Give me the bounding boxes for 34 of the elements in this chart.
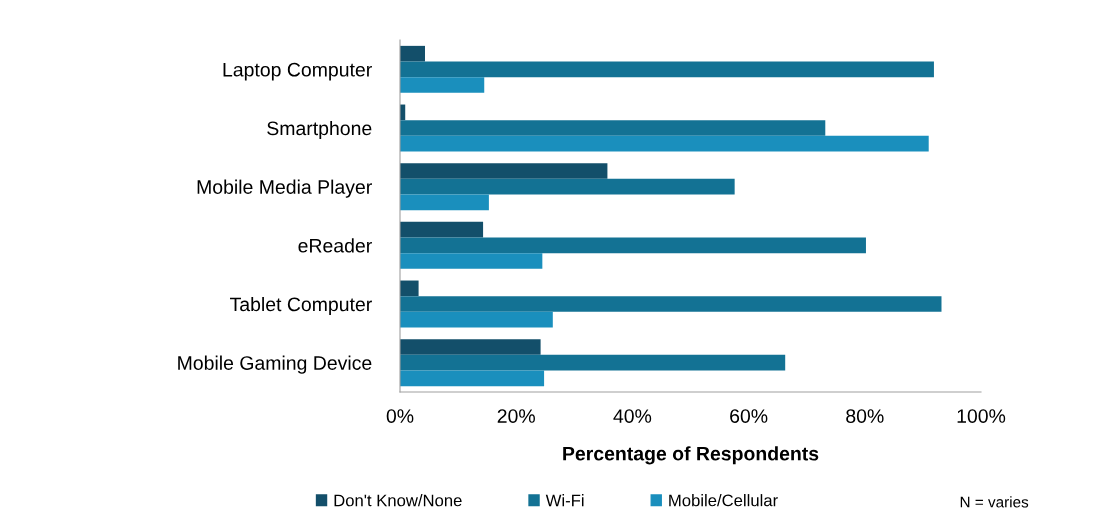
bar (400, 61, 934, 78)
bar (400, 237, 866, 254)
legend-label: Don't Know/None (334, 494, 462, 507)
bar (400, 135, 929, 152)
x-tick-label: 80% (846, 409, 884, 423)
x-tick-label: 20% (497, 409, 535, 423)
bar (400, 77, 485, 93)
y-tick-label: Laptop Computer (223, 62, 372, 81)
bar (400, 178, 735, 195)
y-tick-label: Mobile Gaming Device (178, 355, 372, 374)
bar (400, 311, 553, 328)
bar (400, 354, 786, 371)
y-tick-label: Mobile Media Player (197, 179, 372, 198)
y-tick-label: Tablet Computer (230, 296, 372, 316)
y-tick-label: eReader (298, 238, 372, 253)
x-tick-label: 60% (730, 409, 768, 423)
bar (400, 194, 489, 211)
bar (400, 253, 543, 269)
bar (400, 120, 826, 136)
bar (400, 221, 484, 238)
x-tick-label: 100% (957, 409, 1006, 423)
bar (400, 280, 419, 297)
bar (400, 370, 545, 387)
y-tick-label: Smartphone (267, 120, 372, 140)
x-tick-label: 40% (613, 409, 652, 423)
x-tick-label: 0% (386, 409, 414, 423)
bar (400, 45, 425, 62)
bar (400, 296, 942, 312)
x-axis-title: Percentage of Respondents (563, 446, 819, 465)
legend-label: Mobile/Cellular (669, 494, 778, 507)
text: N = varies (960, 496, 1029, 508)
bar (400, 163, 608, 179)
legend-label: Wi-Fi (545, 494, 584, 507)
bar (400, 339, 541, 355)
